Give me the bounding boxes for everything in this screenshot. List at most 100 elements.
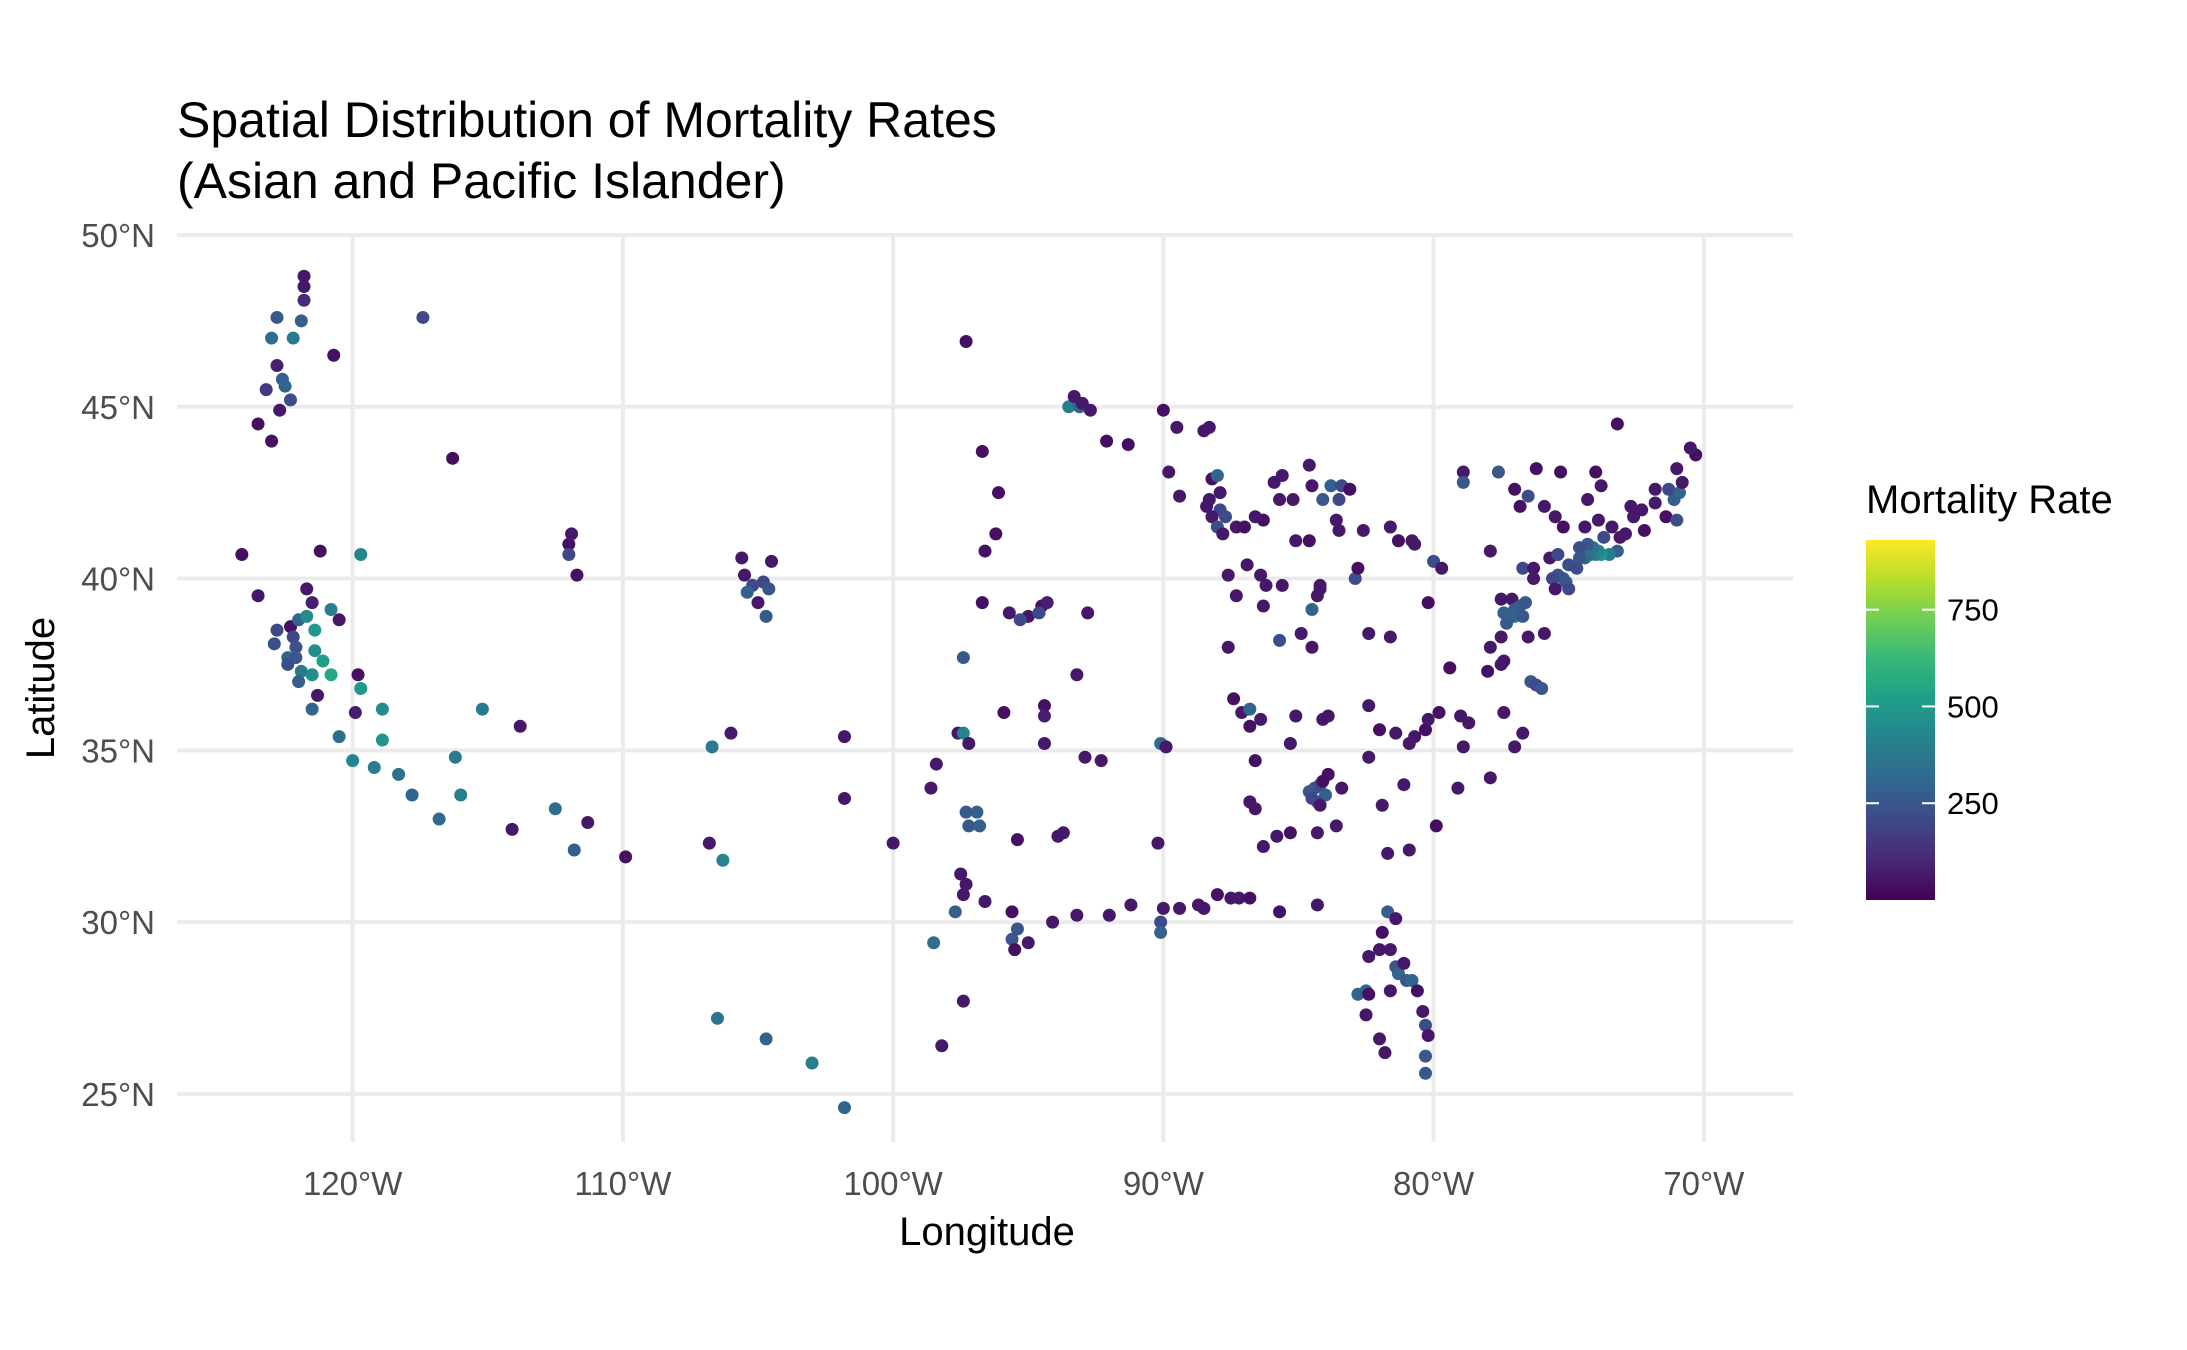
- legend-ticks: 250 500 750: [1866, 593, 1999, 821]
- data-point: [1373, 943, 1387, 957]
- data-point: [1481, 664, 1495, 678]
- data-point: [1040, 596, 1054, 610]
- data-point: [1421, 596, 1435, 610]
- data-point: [1573, 551, 1587, 565]
- data-point: [1070, 668, 1084, 682]
- legend-tick-label: 750: [1947, 593, 1999, 628]
- data-point: [1483, 640, 1497, 654]
- data-points: [235, 269, 1703, 1115]
- data-point: [1508, 482, 1522, 496]
- data-point: [1032, 606, 1046, 620]
- data-point: [1316, 493, 1330, 507]
- data-point: [992, 486, 1006, 500]
- data-point: [1637, 523, 1651, 537]
- data-point: [570, 568, 584, 582]
- data-point: [1378, 1046, 1392, 1060]
- data-point: [737, 568, 751, 582]
- data-point: [927, 936, 941, 950]
- data-point: [1200, 499, 1214, 513]
- data-point: [1383, 984, 1397, 998]
- data-point: [1562, 558, 1576, 572]
- data-point: [1389, 726, 1403, 740]
- data-point: [1173, 489, 1187, 503]
- y-tick-label: 25°N: [81, 1076, 155, 1113]
- data-point: [1545, 572, 1559, 586]
- data-point: [1313, 798, 1327, 812]
- legend-tick-label: 500: [1947, 689, 1999, 724]
- data-point: [962, 819, 976, 833]
- data-point: [1240, 558, 1254, 572]
- data-point: [348, 706, 362, 720]
- data-point: [251, 417, 265, 431]
- data-point: [1362, 949, 1376, 963]
- data-point: [251, 589, 265, 603]
- data-point: [1516, 561, 1530, 575]
- data-point: [1197, 901, 1211, 915]
- data-point: [294, 314, 308, 328]
- data-point: [297, 280, 311, 294]
- data-point: [375, 733, 389, 747]
- data-point: [1527, 561, 1541, 575]
- data-point: [505, 822, 519, 836]
- data-point: [1170, 420, 1184, 434]
- data-point: [1397, 778, 1411, 792]
- data-point: [978, 895, 992, 909]
- data-point: [1283, 826, 1297, 840]
- data-point: [278, 379, 292, 393]
- data-point: [354, 682, 368, 695]
- data-point: [1589, 465, 1603, 479]
- data-point: [1329, 513, 1343, 527]
- data-point: [1613, 530, 1627, 544]
- data-point: [956, 726, 970, 740]
- data-point: [1373, 1032, 1387, 1046]
- data-point: [1551, 548, 1565, 562]
- data-point: [327, 348, 341, 362]
- data-point: [1670, 462, 1684, 476]
- data-point: [1008, 943, 1022, 957]
- data-point: [1362, 987, 1376, 1001]
- data-point: [1286, 493, 1300, 507]
- data-point: [1675, 475, 1689, 489]
- data-point: [1462, 716, 1476, 730]
- data-point: [959, 335, 973, 349]
- data-point: [1121, 438, 1135, 452]
- data-point: [259, 383, 273, 397]
- data-point: [265, 331, 279, 345]
- y-tick-label: 30°N: [81, 904, 155, 941]
- data-point: [281, 657, 295, 671]
- data-point: [1037, 736, 1051, 750]
- data-point: [283, 393, 297, 407]
- data-point: [567, 843, 581, 857]
- data-point: [1578, 520, 1592, 534]
- data-point: [1213, 486, 1227, 500]
- data-point: [1302, 534, 1316, 548]
- data-point: [1305, 602, 1319, 616]
- data-point: [1243, 891, 1257, 905]
- data-point: [1594, 479, 1608, 493]
- data-point: [475, 702, 489, 716]
- data-point: [1451, 781, 1465, 795]
- data-point: [1456, 740, 1470, 754]
- data-point: [1310, 898, 1324, 912]
- data-point: [1151, 836, 1165, 850]
- data-point: [289, 640, 303, 654]
- y-tick-label: 40°N: [81, 561, 155, 598]
- data-point: [1548, 510, 1562, 524]
- data-point: [270, 310, 284, 324]
- data-point: [948, 905, 962, 919]
- data-point: [1535, 682, 1549, 695]
- data-point: [1548, 582, 1562, 596]
- data-point: [1483, 771, 1497, 785]
- data-point: [1494, 592, 1508, 606]
- data-point: [1673, 486, 1687, 500]
- chart-title-line-2: (Asian and Pacific Islander): [177, 153, 786, 209]
- data-point: [1173, 901, 1187, 915]
- data-point: [973, 819, 987, 833]
- data-point: [1591, 513, 1605, 527]
- data-point: [1010, 833, 1024, 847]
- data-point: [1402, 843, 1416, 857]
- x-tick-label: 70°W: [1663, 1165, 1745, 1202]
- x-tick-label: 120°W: [303, 1165, 403, 1202]
- data-point: [1021, 936, 1035, 950]
